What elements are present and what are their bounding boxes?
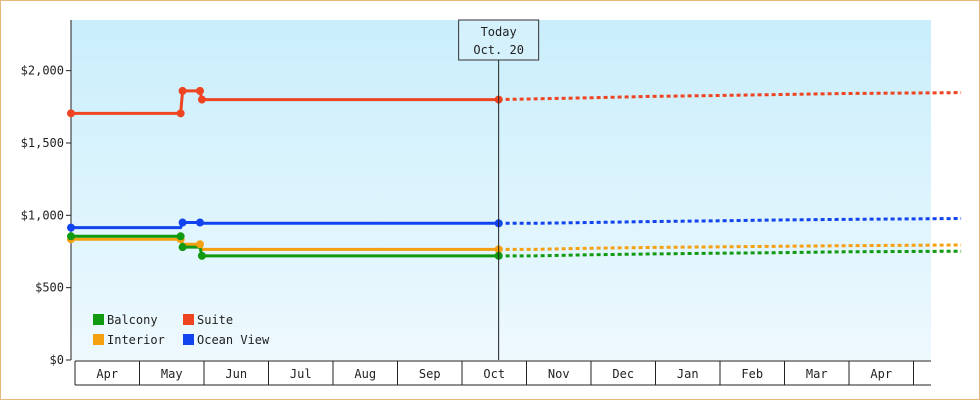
x-month-label: May (161, 367, 183, 381)
legend-swatch-ocean (183, 334, 194, 345)
x-month-label: Jul (290, 367, 312, 381)
marker-suite (178, 86, 187, 95)
today-label: Today (481, 25, 517, 39)
marker-suite (196, 86, 204, 95)
series-forecast-balcony (498, 249, 962, 258)
legend-label-balcony: Balcony (107, 313, 158, 327)
x-month-label: Apr (870, 367, 892, 381)
y-tick-label: $500 (35, 281, 64, 295)
series-line-interior (71, 237, 499, 251)
y-tick-label: $2,000 (21, 64, 64, 78)
series-forecast-suite (498, 91, 962, 102)
x-month-label: Dec (612, 367, 634, 381)
marker-suite (176, 109, 185, 118)
x-month-label: Feb (741, 367, 763, 381)
x-month-label: Sep (419, 367, 441, 381)
legend-label-interior: Interior (107, 333, 165, 347)
x-month-label: Mar (806, 367, 828, 381)
y-tick-label: $1,500 (21, 136, 64, 150)
x-month-label: Oct (483, 367, 505, 381)
marker-suite (197, 95, 206, 104)
x-month-label: Aug (354, 367, 376, 381)
x-month-label: Nov (548, 367, 570, 381)
x-month-label: Apr (96, 367, 118, 381)
series-line-suite (71, 89, 499, 115)
legend-label-ocean: Ocean View (197, 333, 270, 347)
legend-label-suite: Suite (197, 313, 233, 327)
y-tick-label: $0 (50, 353, 64, 367)
marker-balcony (176, 232, 185, 241)
series-line-balcony (71, 234, 499, 258)
marker-ocean (67, 223, 75, 232)
today-box (458, 19, 540, 61)
marker-ocean (178, 218, 187, 227)
legend-swatch-interior (93, 334, 104, 345)
series-line-ocean (71, 221, 499, 230)
y-tick-label: $1,000 (21, 208, 64, 222)
marker-interior (196, 240, 204, 249)
today-date: Oct. 20 (473, 43, 524, 57)
marker-ocean (196, 218, 204, 227)
legend-swatch-suite (183, 314, 194, 325)
marker-suite (67, 109, 75, 118)
marker-balcony (178, 243, 187, 252)
marker-balcony (67, 232, 75, 241)
legend-swatch-balcony (93, 314, 104, 325)
marker-balcony (197, 251, 206, 260)
series-forecast-interior (498, 243, 962, 251)
series-forecast-ocean (498, 217, 962, 225)
x-month-label: Jun (225, 367, 247, 381)
x-month-label: Jan (677, 367, 699, 381)
plot-area (71, 20, 931, 360)
